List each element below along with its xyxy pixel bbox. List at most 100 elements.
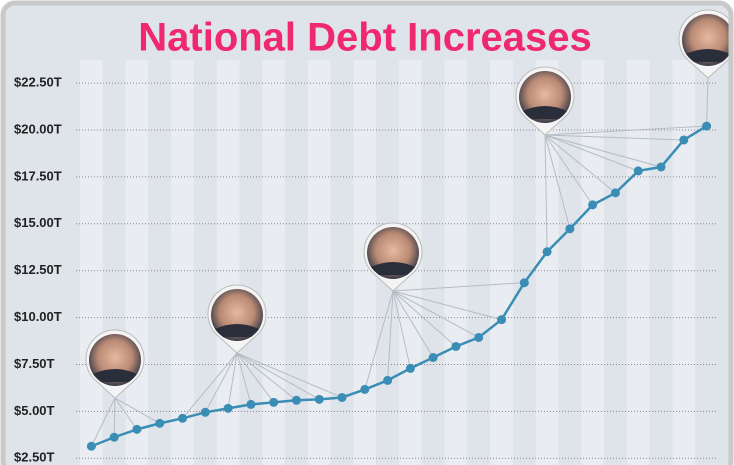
point bbox=[405, 363, 415, 373]
point bbox=[679, 135, 689, 145]
y-tick-label: $15.00T bbox=[14, 215, 62, 230]
point bbox=[200, 407, 210, 417]
connector bbox=[236, 352, 343, 398]
stripe bbox=[148, 60, 172, 465]
connector bbox=[227, 352, 238, 409]
point bbox=[314, 394, 324, 404]
series-line bbox=[90, 125, 708, 448]
stripe bbox=[125, 60, 149, 465]
stripe bbox=[171, 60, 194, 465]
stripe bbox=[330, 60, 354, 465]
stripe bbox=[604, 60, 627, 465]
point bbox=[588, 200, 598, 210]
suit bbox=[371, 262, 415, 275]
stripe bbox=[216, 60, 240, 465]
y-tick-label: $10.00T bbox=[14, 309, 62, 324]
point bbox=[155, 418, 165, 428]
stripe bbox=[535, 60, 559, 465]
y-tick-label: $2.50T bbox=[14, 450, 55, 465]
connector bbox=[544, 134, 594, 206]
point bbox=[269, 397, 279, 407]
connector bbox=[544, 134, 662, 168]
connector bbox=[182, 352, 238, 419]
stripe bbox=[695, 60, 718, 465]
suit bbox=[215, 324, 259, 337]
y-tick-label: $5.00T bbox=[14, 403, 55, 418]
connector bbox=[544, 134, 571, 229]
stripe bbox=[353, 60, 377, 465]
point bbox=[702, 121, 712, 131]
point bbox=[633, 166, 643, 176]
point bbox=[178, 413, 188, 423]
point bbox=[474, 332, 484, 342]
connector bbox=[236, 352, 320, 400]
stripe bbox=[80, 60, 103, 465]
connector bbox=[364, 290, 394, 390]
connector bbox=[114, 397, 138, 430]
point bbox=[519, 278, 529, 288]
point bbox=[132, 424, 142, 434]
point bbox=[656, 162, 666, 172]
stripe bbox=[490, 60, 513, 465]
connector bbox=[387, 290, 394, 381]
plot-frame: $2.50T $5.00T $7.50T $10.00T $12.50T $15.00T $… bbox=[3, 3, 731, 465]
stripe bbox=[672, 60, 696, 465]
connector bbox=[706, 77, 709, 127]
connector bbox=[544, 134, 548, 252]
connector bbox=[392, 290, 457, 347]
connector bbox=[392, 290, 502, 321]
connector bbox=[236, 352, 252, 405]
point bbox=[223, 403, 233, 413]
stripe bbox=[512, 60, 536, 465]
point bbox=[109, 432, 119, 442]
point bbox=[337, 392, 347, 402]
stripe bbox=[285, 60, 308, 465]
stripe bbox=[102, 60, 126, 465]
connector bbox=[113, 397, 116, 438]
connector bbox=[392, 290, 411, 369]
suit bbox=[523, 106, 567, 119]
stripe bbox=[421, 60, 445, 465]
y-tick-label: $20.00T bbox=[14, 121, 62, 136]
stripe bbox=[262, 60, 286, 465]
connector bbox=[204, 352, 238, 413]
stripe bbox=[193, 60, 217, 465]
connector bbox=[544, 134, 616, 194]
stripe bbox=[444, 60, 468, 465]
point bbox=[246, 399, 256, 409]
point bbox=[360, 384, 370, 394]
connector bbox=[114, 397, 160, 424]
connector bbox=[544, 134, 684, 141]
stripe bbox=[467, 60, 491, 465]
point bbox=[428, 353, 438, 363]
stripe bbox=[581, 60, 605, 465]
point bbox=[542, 247, 552, 257]
y-tick-label: $22.50T bbox=[14, 75, 62, 90]
connector bbox=[392, 290, 479, 338]
point bbox=[497, 315, 507, 325]
y-tick-label: $17.50T bbox=[14, 168, 62, 183]
stripe bbox=[626, 60, 650, 465]
point bbox=[451, 341, 461, 351]
point bbox=[86, 441, 96, 451]
stripe bbox=[558, 60, 582, 465]
y-tick-label: $12.50T bbox=[14, 262, 62, 277]
suit bbox=[686, 49, 730, 62]
point bbox=[291, 395, 301, 405]
point bbox=[610, 188, 620, 198]
suit bbox=[93, 369, 137, 382]
stripe bbox=[307, 60, 331, 465]
connector bbox=[236, 352, 297, 401]
chart-title: National Debt Increases bbox=[138, 16, 592, 60]
connector bbox=[90, 397, 116, 447]
point bbox=[383, 375, 393, 385]
y-tick-label: $7.50T bbox=[14, 356, 55, 371]
connector bbox=[236, 352, 275, 403]
connector bbox=[544, 134, 639, 172]
connector bbox=[392, 290, 434, 358]
point bbox=[565, 224, 575, 234]
stripe bbox=[649, 60, 673, 465]
connector bbox=[392, 282, 525, 292]
